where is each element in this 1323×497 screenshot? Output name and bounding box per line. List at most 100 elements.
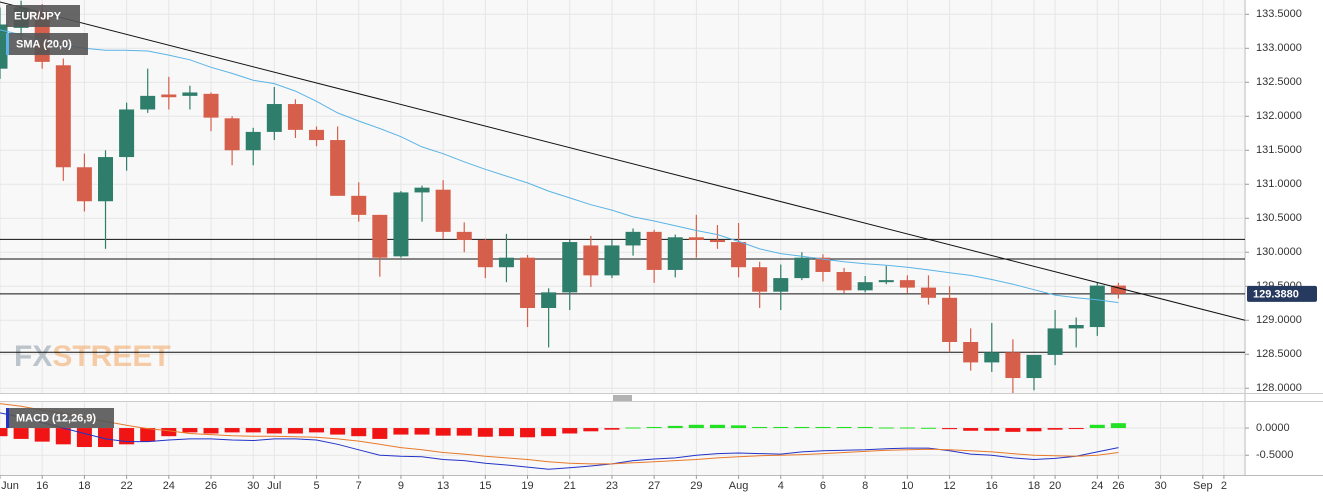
candle-body [119, 109, 135, 158]
candle-body [857, 282, 873, 291]
histogram-bar [984, 428, 1000, 431]
histogram-bar [1026, 428, 1042, 432]
candle-body [414, 187, 430, 193]
x-tick-label: 19 [521, 480, 533, 492]
candle-body [520, 257, 536, 309]
candle-body [182, 92, 198, 96]
histogram-bar [836, 426, 852, 429]
x-tick-label: Jun [1, 480, 19, 492]
histogram-bar [224, 428, 240, 433]
y-tick-label: 131.0000 [1256, 178, 1302, 190]
candle-body [435, 189, 451, 232]
legend-text: EUR/JPY [14, 10, 62, 22]
histogram-bar [161, 428, 177, 437]
histogram-bar [287, 428, 303, 434]
x-tick-label: 18 [78, 480, 90, 492]
candle-body [604, 245, 620, 276]
y-tick-label: -0.5000 [1256, 449, 1293, 461]
legend: EUR/JPY SMA (20,0) MACD (12,26,9) [6, 5, 114, 428]
y-tick-label: 132.5000 [1256, 76, 1302, 88]
candle-body [920, 287, 936, 298]
histogram-bar [963, 428, 979, 431]
x-tick-label: 7 [356, 480, 362, 492]
histogram-bar [266, 428, 282, 434]
candle-body [773, 278, 789, 292]
candle-body [372, 214, 388, 258]
candle-body [1089, 285, 1105, 328]
candle-body [1068, 325, 1084, 329]
candle-body [731, 242, 747, 268]
candle-body [942, 297, 958, 343]
histogram-bar [245, 428, 261, 433]
trendline [0, 1, 1246, 321]
x-tick-label: 24 [163, 480, 175, 492]
candle-body [55, 65, 71, 168]
x-tick-label: 24 [1091, 480, 1103, 492]
candle-body [878, 280, 894, 283]
candle-body [625, 231, 641, 246]
x-tick-label: 29 [690, 480, 702, 492]
candle-body [836, 271, 852, 291]
candle-body [245, 131, 261, 151]
x-tick-label: Sep [1193, 480, 1213, 492]
histogram-bar [604, 428, 620, 430]
x-tick-label: 30 [1154, 480, 1166, 492]
histogram-bar [182, 428, 198, 433]
divider-handle[interactable] [613, 395, 632, 401]
x-tick-label: 2 [1221, 480, 1227, 492]
x-tick-label: 6 [820, 480, 826, 492]
histogram-bar [477, 428, 493, 437]
x-tick-label: 16 [986, 480, 998, 492]
x-tick-label: 27 [648, 480, 660, 492]
histogram-bar [456, 428, 472, 436]
histogram-bar [414, 428, 430, 435]
histogram-bar [942, 428, 958, 430]
histogram-bar [330, 428, 346, 435]
histogram-bar [562, 428, 578, 434]
legend-text: SMA (20,0) [16, 38, 72, 50]
candle-body [752, 267, 768, 292]
histogram-bar [351, 428, 367, 437]
candle-body [1026, 354, 1042, 379]
x-tick-label: 16 [36, 480, 48, 492]
x-tick-label: 26 [205, 480, 217, 492]
macd-line [0, 403, 1119, 465]
histogram-bar [76, 428, 92, 448]
y-tick-label: 130.5000 [1256, 212, 1302, 224]
candle-body [815, 257, 831, 272]
candle-body [203, 93, 219, 118]
candle-body [709, 240, 725, 243]
histogram-bar [920, 427, 936, 429]
histogram-bar [0, 428, 8, 437]
candle-body [266, 104, 282, 132]
histogram-bar [13, 428, 29, 439]
x-tick-label: 12 [943, 480, 955, 492]
histogram-bar [393, 428, 409, 435]
x-tick-label: 22 [120, 480, 132, 492]
legend-box [6, 33, 88, 55]
histogram-bar [34, 428, 50, 442]
candle-body [498, 257, 514, 268]
histogram-bar [878, 427, 894, 429]
histogram-bar [541, 428, 557, 437]
histogram-bar [625, 427, 641, 429]
histogram-bar [498, 428, 514, 437]
candle-body [76, 167, 92, 202]
x-tick-label: 21 [564, 480, 576, 492]
histogram-bar [1005, 428, 1021, 432]
x-tick-label: 18 [1028, 480, 1040, 492]
x-tick-label: 26 [1112, 480, 1124, 492]
x-tick-label: 13 [437, 480, 449, 492]
y-tick-label: 133.5000 [1256, 8, 1302, 20]
histogram-bar [1047, 428, 1063, 430]
price-label-box [1247, 285, 1317, 302]
y-tick-label: 128.0000 [1256, 382, 1302, 394]
legend-box [6, 408, 114, 428]
y-tick-label: 0.0000 [1256, 422, 1290, 434]
watermark: FXSTREET [14, 340, 171, 373]
y-tick-label: 131.5000 [1256, 144, 1302, 156]
x-tick-label: 30 [247, 480, 259, 492]
y-tick-label: 130.0000 [1256, 246, 1302, 258]
candle-body [984, 352, 1000, 363]
